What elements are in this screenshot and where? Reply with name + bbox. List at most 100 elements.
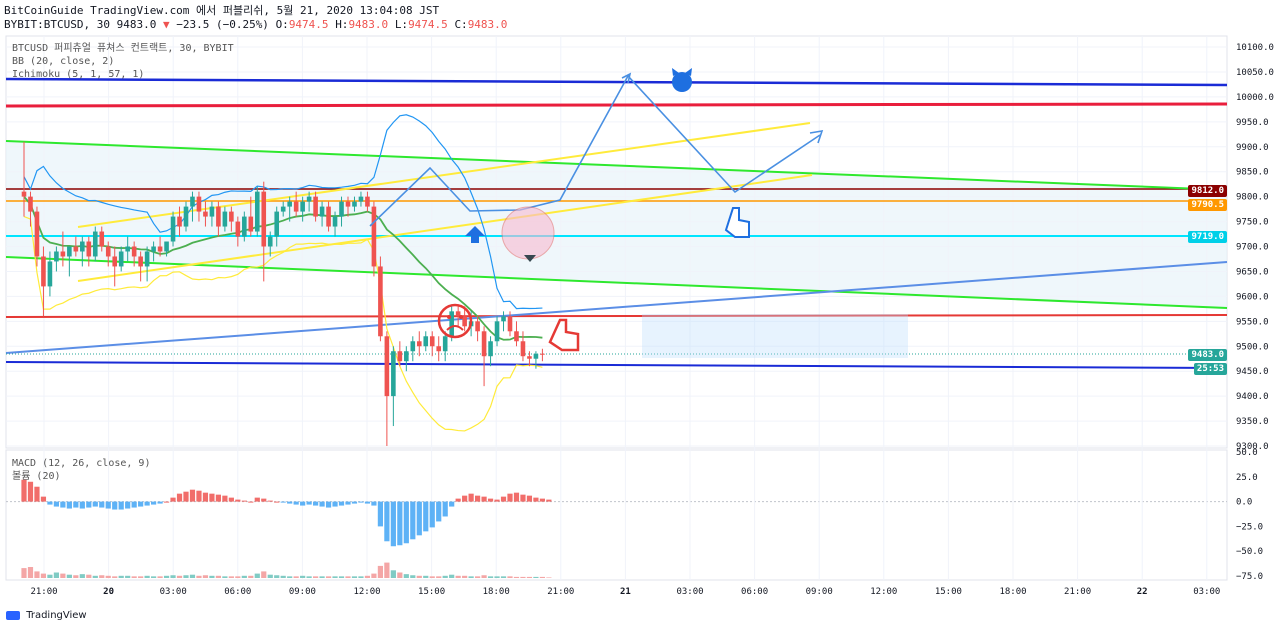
macd-bar [500, 496, 507, 502]
macd-bar [189, 489, 196, 502]
macd-bar [403, 501, 409, 544]
macd-bar [73, 501, 79, 508]
volume-bar [533, 576, 539, 578]
macd-bar [429, 501, 435, 528]
macd-bar [384, 501, 390, 542]
volume-bar [261, 571, 267, 578]
volume-bar [196, 575, 202, 578]
countdown-tag: 25:53 [1193, 363, 1227, 375]
candle-body [41, 256, 46, 287]
macd-bar [99, 501, 105, 508]
macd-bar [170, 497, 176, 502]
candle-body [151, 246, 156, 252]
candle-body [274, 211, 280, 237]
volume-bar [462, 575, 468, 578]
macd-bar [306, 501, 312, 505]
candle-body [196, 196, 202, 212]
volume-bar [403, 574, 409, 578]
volume-bar [248, 575, 254, 578]
sad-face-mouth [446, 325, 464, 331]
macd-bar [287, 501, 293, 504]
macd-bar [144, 501, 150, 506]
macd-bar [546, 499, 552, 502]
macd-bar [241, 500, 247, 502]
sad-face-eye [459, 315, 463, 319]
candle-body [514, 331, 519, 342]
volume-bar [189, 574, 196, 578]
volume-bar [105, 575, 111, 578]
candle-body [442, 336, 448, 352]
time-tick-label: 06:00 [741, 587, 768, 597]
price-tick-label: 9850.0 [1236, 168, 1269, 178]
open-value: 9474.5 [288, 18, 329, 31]
macd-bar [520, 494, 526, 502]
macd-bar [21, 479, 27, 502]
macd-bar [215, 494, 221, 502]
volume-bar [494, 576, 500, 578]
candle-body [540, 353, 545, 355]
macd-bar [539, 498, 545, 502]
cat-icon [672, 72, 692, 92]
volume-bar [442, 575, 448, 578]
candle-body [67, 246, 72, 257]
macd-tick-label: −25.0 [1236, 522, 1263, 532]
volume-bar [235, 576, 241, 578]
volume-bar [112, 576, 118, 578]
macd-bar [202, 492, 209, 502]
macd-bar [332, 501, 338, 507]
volume-bar [34, 571, 40, 578]
volume-bar [183, 575, 189, 578]
macd-bar [364, 501, 371, 504]
forecast-path [369, 74, 821, 227]
price-tick-label: 9400.0 [1236, 392, 1269, 402]
candle-body [170, 216, 176, 242]
time-tick-label: 18:00 [483, 587, 510, 597]
time-tick-label: 03:00 [160, 587, 187, 597]
candle-body [436, 346, 442, 352]
macd-bar [462, 495, 468, 502]
candle-body [391, 351, 396, 397]
time-tick-label: 09:00 [806, 587, 833, 597]
macd-bar [526, 495, 533, 502]
macd-bar [416, 501, 422, 536]
macd-tick-label: −50.0 [1236, 547, 1263, 557]
price-tag-9790: 9790.5 [1188, 199, 1227, 211]
volume-bar [345, 576, 351, 578]
macd-bar [112, 501, 118, 510]
candle-body [60, 251, 66, 257]
down-arrow-icon [524, 255, 536, 262]
candle-body [177, 216, 182, 227]
candle-body [54, 251, 59, 262]
candle-body [416, 341, 422, 347]
candle-body [475, 321, 480, 332]
volume-bar [138, 576, 144, 578]
candle-body [352, 201, 357, 207]
price-tick-label: 10100.0 [1236, 43, 1274, 53]
time-tick-label: 20 [103, 587, 114, 597]
candle-body [242, 216, 247, 237]
macd-tick-label: 0.0 [1236, 498, 1252, 508]
volume-bar [254, 573, 260, 578]
macd-bar [40, 496, 47, 502]
candle-body [138, 256, 143, 267]
candle-body [131, 246, 137, 257]
candle-body [222, 211, 228, 227]
candle-body [494, 321, 500, 342]
volume-bar [293, 576, 299, 578]
price-tick-label: 9800.0 [1236, 193, 1269, 203]
macd-bar [261, 498, 267, 502]
candle-body [326, 206, 331, 227]
candle-body [47, 261, 53, 287]
macd-bar [319, 501, 325, 507]
wedge-bottom-yellow [77, 174, 813, 282]
volume-bar [513, 576, 520, 578]
price-tag-last: 9483.0 [1188, 349, 1227, 361]
macd-bar [92, 501, 98, 507]
macd-bar [475, 495, 481, 502]
volume-bar [390, 570, 396, 578]
price-tick-label: 9900.0 [1236, 143, 1269, 153]
volume-bar [423, 575, 429, 578]
macd-bar [176, 493, 183, 502]
tradingview-logo[interactable]: TradingView [6, 610, 87, 621]
